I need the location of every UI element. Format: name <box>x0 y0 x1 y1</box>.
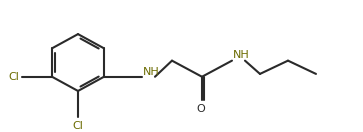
Text: NH: NH <box>143 67 159 77</box>
Text: Cl: Cl <box>8 72 19 82</box>
Text: NH: NH <box>232 50 249 60</box>
Text: O: O <box>197 104 205 114</box>
Text: Cl: Cl <box>73 121 83 131</box>
